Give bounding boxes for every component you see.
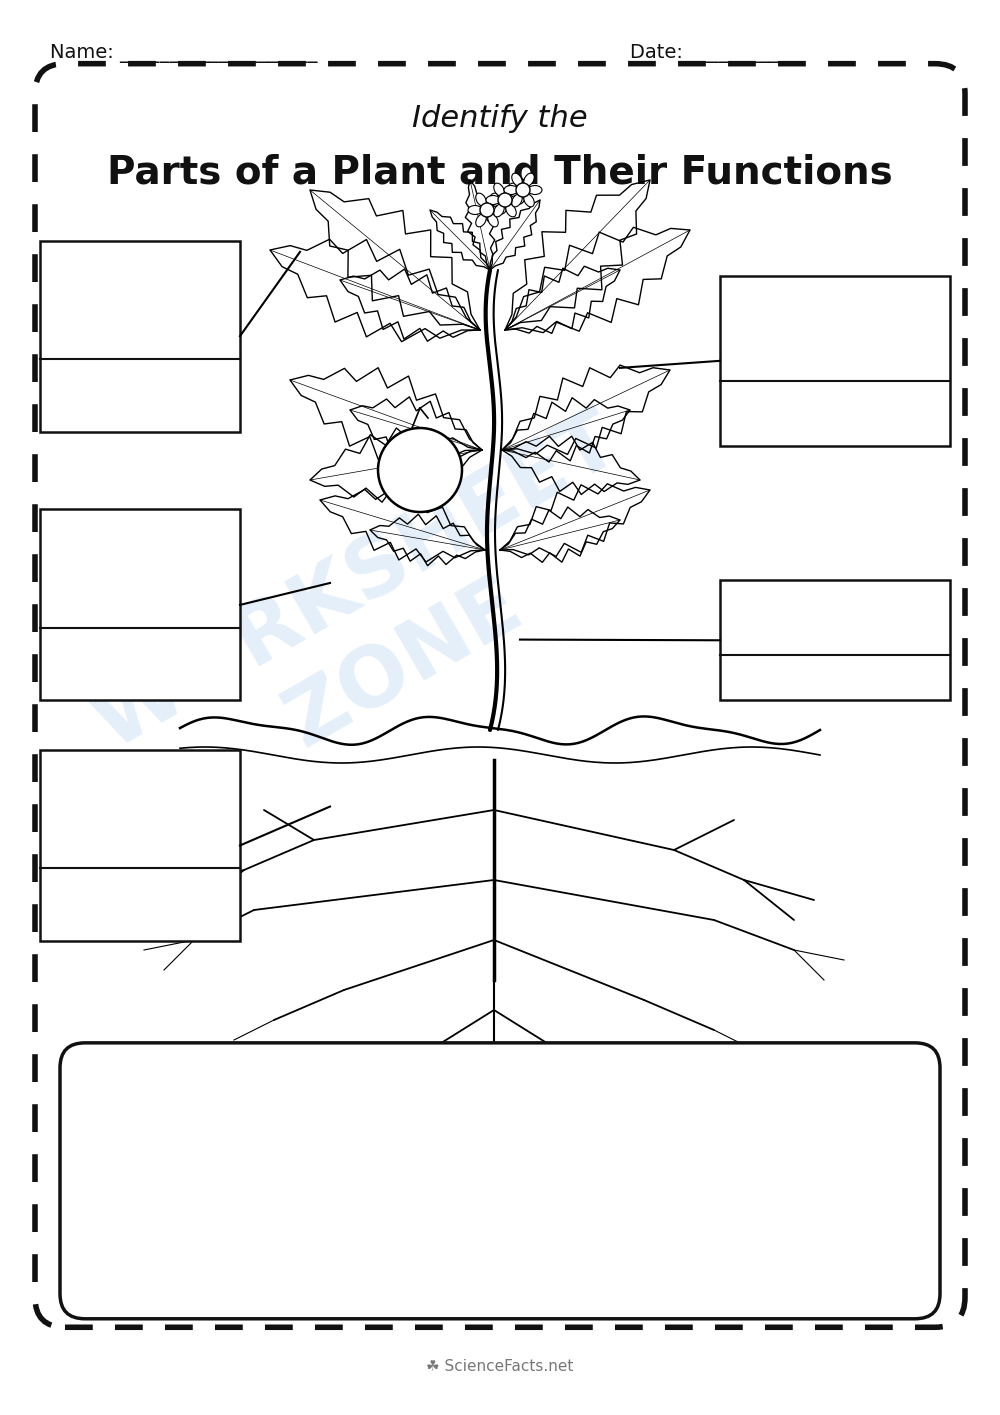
Ellipse shape bbox=[512, 173, 522, 187]
Polygon shape bbox=[502, 398, 630, 463]
FancyBboxPatch shape bbox=[60, 1043, 940, 1319]
Bar bbox=[40, 241, 240, 432]
Text: Stem: Stem bbox=[485, 1067, 554, 1090]
Ellipse shape bbox=[510, 195, 524, 205]
Ellipse shape bbox=[524, 194, 534, 207]
Polygon shape bbox=[505, 266, 620, 334]
Ellipse shape bbox=[506, 183, 516, 197]
Ellipse shape bbox=[476, 192, 486, 207]
Polygon shape bbox=[500, 507, 620, 562]
Circle shape bbox=[378, 427, 462, 512]
Ellipse shape bbox=[524, 173, 534, 187]
Polygon shape bbox=[310, 427, 482, 502]
Bar bbox=[720, 276, 950, 446]
Text: Identify the: Identify the bbox=[412, 105, 588, 133]
Polygon shape bbox=[502, 436, 640, 494]
Polygon shape bbox=[270, 239, 480, 341]
Ellipse shape bbox=[488, 214, 498, 226]
Polygon shape bbox=[320, 488, 485, 562]
Polygon shape bbox=[350, 396, 482, 463]
Ellipse shape bbox=[492, 205, 506, 215]
Ellipse shape bbox=[468, 205, 482, 215]
Ellipse shape bbox=[506, 204, 516, 216]
Text: Date: __________: Date: __________ bbox=[630, 44, 788, 64]
Polygon shape bbox=[310, 190, 480, 330]
Circle shape bbox=[498, 192, 512, 207]
Bar bbox=[40, 750, 240, 941]
Bar bbox=[40, 509, 240, 700]
Bar bbox=[720, 580, 950, 700]
Circle shape bbox=[480, 202, 494, 216]
Polygon shape bbox=[465, 180, 495, 270]
Polygon shape bbox=[505, 228, 690, 333]
Circle shape bbox=[516, 183, 530, 197]
Text: Protects the seeds    Absorbs water & minerals: Protects the seeds Absorbs water & miner… bbox=[239, 1218, 761, 1238]
Ellipse shape bbox=[494, 183, 504, 197]
Polygon shape bbox=[500, 484, 650, 556]
Polygon shape bbox=[502, 365, 670, 454]
Text: Parts of a Plant and Their Functions: Parts of a Plant and Their Functions bbox=[107, 154, 893, 191]
Polygon shape bbox=[290, 368, 482, 463]
Text: Name: ____________________: Name: ____________________ bbox=[50, 44, 318, 64]
Text: Functions:: Functions: bbox=[100, 1122, 231, 1142]
Text: WORKSHEET
ZONE: WORKSHEET ZONE bbox=[80, 399, 680, 846]
Polygon shape bbox=[340, 269, 480, 341]
Text: Root: Root bbox=[755, 1067, 817, 1090]
Polygon shape bbox=[430, 209, 490, 270]
Text: Leaf: Leaf bbox=[620, 1067, 677, 1090]
Polygon shape bbox=[505, 180, 650, 330]
Ellipse shape bbox=[494, 204, 504, 216]
Ellipse shape bbox=[528, 185, 542, 194]
Polygon shape bbox=[370, 514, 485, 566]
Ellipse shape bbox=[504, 185, 518, 194]
Ellipse shape bbox=[476, 214, 486, 226]
Text: Performs photosynthesis: Performs photosynthesis bbox=[362, 1170, 638, 1190]
Ellipse shape bbox=[488, 192, 498, 207]
Text: Fruit: Fruit bbox=[350, 1067, 413, 1090]
Ellipse shape bbox=[512, 194, 522, 207]
Ellipse shape bbox=[486, 195, 500, 205]
Text: Parts:: Parts: bbox=[100, 1067, 179, 1090]
Text: ☘ ScienceFacts.net: ☘ ScienceFacts.net bbox=[426, 1360, 574, 1374]
Polygon shape bbox=[490, 200, 540, 270]
Text: Helps in reproduction    Supports the plant: Helps in reproduction Supports the plant bbox=[295, 1122, 770, 1142]
Text: Flower: Flower bbox=[215, 1067, 305, 1090]
